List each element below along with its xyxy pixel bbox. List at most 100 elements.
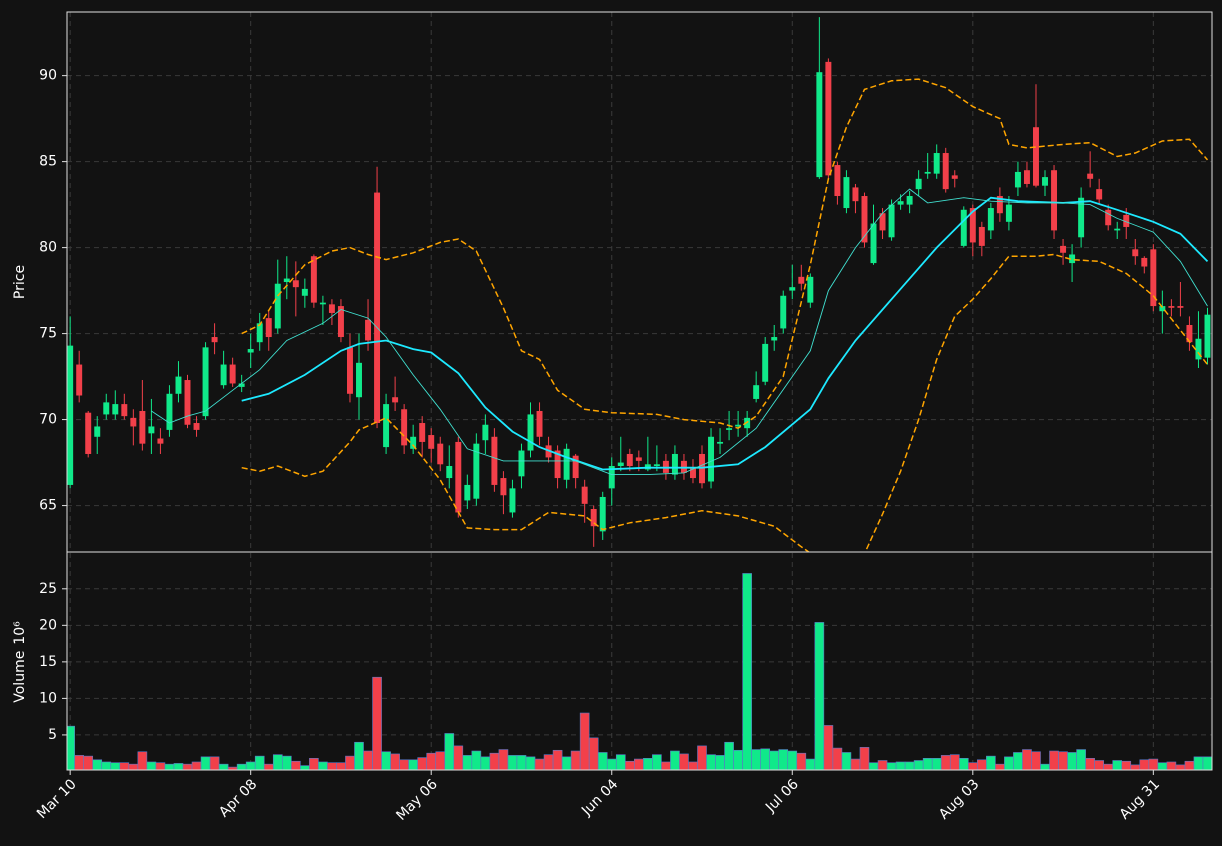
volume-bar: [67, 725, 75, 770]
volume-bar: [597, 752, 608, 770]
volume-frame: [66, 551, 1213, 771]
candle-body: [428, 435, 435, 449]
volume-bar: [1085, 758, 1095, 770]
y-tick-label: 90: [39, 68, 57, 84]
x-tick-label: Jul 06: [762, 776, 802, 816]
volume-bar: [1112, 760, 1123, 770]
volume-bar: [814, 622, 825, 770]
candle-body: [897, 201, 904, 205]
volume-bar: [1193, 756, 1204, 770]
volume-bar: [606, 758, 617, 770]
volume-bar: [859, 747, 870, 770]
volume-bar: [751, 749, 761, 770]
volume-bar: [1184, 760, 1195, 770]
y-tick-label: 25: [39, 581, 57, 597]
volume-bar: [769, 750, 780, 770]
volume-bar: [191, 761, 202, 770]
candle-body: [843, 177, 850, 209]
candle-body: [193, 423, 200, 430]
volume-bar: [119, 762, 130, 770]
volume-bar: [291, 760, 301, 770]
volume-bar: [1139, 759, 1150, 770]
volume-bar: [995, 763, 1005, 770]
volume-bar: [652, 754, 662, 770]
candle-body: [401, 409, 408, 446]
volume-bar: [309, 758, 319, 770]
candle-body: [491, 436, 498, 485]
candle-body: [202, 347, 209, 417]
volume-bar: [381, 751, 391, 770]
candle-body: [1078, 197, 1085, 238]
candle-body: [67, 345, 74, 485]
volume-bar: [760, 748, 771, 770]
candle-body: [292, 280, 299, 288]
candle-body: [599, 496, 606, 532]
volume-bar: [1130, 764, 1141, 770]
candle-body: [211, 337, 218, 343]
candle-body: [861, 196, 868, 243]
overlay-line: [241, 253, 1209, 552]
volume-bar: [1166, 761, 1177, 770]
volume-bar: [173, 763, 184, 770]
volume-bar: [200, 756, 211, 770]
candle-body: [816, 72, 823, 178]
volume-bar: [1175, 764, 1186, 770]
volume-bar: [1067, 752, 1077, 770]
y-tick-label: 80: [39, 240, 57, 256]
volume-bar: [182, 763, 193, 770]
candle-body: [942, 153, 949, 190]
volume-bar: [958, 758, 969, 770]
candle-body: [1132, 249, 1139, 257]
volume-bar: [543, 754, 554, 770]
candle-body: [410, 436, 417, 449]
volume-bar: [417, 757, 428, 770]
candle-body: [1105, 209, 1112, 226]
volume-bar: [661, 761, 671, 770]
candle-body: [455, 441, 462, 513]
volume-bar: [986, 755, 996, 770]
candle-body: [987, 208, 994, 231]
volume-bar: [706, 754, 716, 770]
volume-bar: [977, 759, 987, 770]
candle-body: [103, 402, 110, 415]
volume-bar: [263, 763, 274, 770]
volume-bar: [155, 762, 166, 770]
volume-bar: [850, 758, 861, 770]
volume-bar: [1076, 749, 1086, 770]
volume-bar: [137, 751, 148, 770]
candle-body: [283, 278, 290, 282]
candle-body: [229, 364, 236, 384]
y-tick-label: 70: [39, 412, 57, 428]
y-tick-label: 20: [39, 617, 57, 633]
volume-bar: [254, 755, 265, 770]
volume-bar: [336, 762, 346, 770]
candle-body: [906, 196, 913, 205]
candle-body: [626, 453, 633, 467]
candle-body: [274, 283, 281, 329]
volume-bar: [1004, 756, 1014, 770]
volume-bar: [886, 762, 897, 770]
volume-bar: [471, 750, 482, 770]
candle-body: [653, 464, 660, 467]
candle-body: [726, 428, 733, 430]
volume-bar: [462, 755, 473, 770]
candle-body: [383, 404, 390, 448]
candle-body: [951, 175, 958, 179]
candle-body: [753, 385, 760, 399]
candle-body: [1168, 306, 1175, 308]
volume-bar: [787, 750, 798, 770]
volume-bar: [796, 752, 807, 770]
candle-body: [500, 478, 507, 496]
volume-bar: [164, 763, 175, 770]
candle-body: [175, 376, 182, 394]
volume-bar: [805, 758, 816, 770]
candle-body: [924, 171, 931, 174]
volume-bar: [1049, 750, 1059, 770]
candle-body: [554, 450, 561, 479]
candle-body: [365, 319, 372, 341]
candle-body: [1123, 214, 1130, 227]
candle-body: [1014, 171, 1021, 188]
candle-body: [1195, 338, 1202, 360]
x-tick-label: Aug 03: [936, 776, 982, 822]
